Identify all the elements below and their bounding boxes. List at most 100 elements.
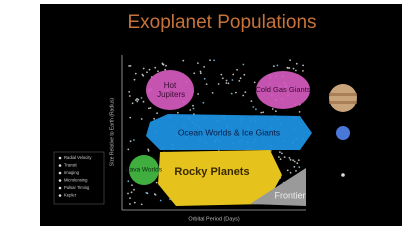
- region-label: Lava Worlds: [126, 167, 163, 174]
- dot: [213, 60, 215, 62]
- dot: [243, 74, 245, 76]
- dot: [290, 159, 292, 161]
- dot: [243, 64, 245, 66]
- legend-marker: [59, 172, 62, 175]
- dot: [131, 184, 133, 186]
- dot: [193, 72, 195, 74]
- dot: [298, 159, 300, 161]
- dot: [244, 91, 246, 93]
- dot: [287, 170, 289, 172]
- dot: [289, 67, 291, 69]
- legend-label: Imaging: [64, 170, 80, 175]
- jupiter-band: [329, 101, 357, 104]
- dot: [143, 68, 145, 70]
- dot: [235, 92, 237, 94]
- region-label: Ocean Worlds & Ice Giants: [178, 127, 280, 137]
- dot: [232, 79, 234, 81]
- dot: [133, 139, 135, 141]
- dot: [238, 80, 240, 82]
- dot: [273, 65, 275, 67]
- y-axis-label: Size Relative to Earth (Radius): [109, 97, 115, 166]
- dot: [149, 69, 151, 71]
- dot: [220, 74, 222, 76]
- dot: [287, 67, 289, 69]
- dot: [154, 67, 156, 69]
- earth-icon: [341, 173, 345, 177]
- dot: [293, 68, 295, 70]
- dot: [275, 110, 277, 112]
- dot: [136, 101, 138, 103]
- neptune-icon: [336, 126, 350, 140]
- dot: [279, 151, 281, 153]
- dot: [129, 117, 131, 119]
- dot: [204, 78, 206, 80]
- dot: [130, 65, 132, 67]
- legend-marker: [59, 194, 62, 197]
- dot: [143, 101, 145, 103]
- legend-label: Kepler: [64, 193, 77, 198]
- dot: [228, 83, 230, 85]
- dot: [150, 107, 152, 109]
- legend-label: Pulsar Timing: [64, 185, 90, 190]
- dot: [296, 63, 298, 65]
- dot: [200, 71, 202, 73]
- dot: [289, 157, 291, 159]
- jupiter-band: [329, 93, 357, 96]
- dot: [155, 194, 157, 196]
- dot: [131, 191, 133, 193]
- dot: [128, 91, 130, 93]
- dot: [197, 62, 199, 64]
- dot: [156, 112, 158, 114]
- dot: [294, 161, 296, 163]
- region-label: Frontier: [274, 190, 305, 200]
- dot: [295, 70, 297, 72]
- dot: [203, 102, 205, 104]
- region-label-part: Jupiters: [155, 90, 185, 99]
- legend-marker: [59, 164, 62, 167]
- dot: [141, 204, 143, 206]
- dot: [295, 170, 297, 172]
- dot: [129, 95, 131, 97]
- legend: Radial VelocityTransitImagingMicrolensin…: [54, 152, 104, 204]
- dot: [289, 59, 291, 61]
- dot: [141, 97, 143, 99]
- dot: [222, 77, 224, 79]
- slide: Exoplanet Populations Hot Jupiters Cold …: [0, 0, 419, 249]
- dot: [165, 65, 167, 67]
- dot: [226, 80, 228, 82]
- dot: [182, 60, 184, 62]
- dot: [251, 100, 253, 102]
- dot: [127, 149, 129, 151]
- dot: [284, 156, 286, 158]
- jupiter-icon: [329, 84, 357, 112]
- dot: [242, 95, 244, 97]
- dot: [277, 65, 279, 67]
- dot: [218, 83, 220, 85]
- dot: [236, 69, 238, 71]
- legend-marker: [59, 179, 62, 182]
- dot: [177, 112, 179, 114]
- dot: [134, 202, 136, 204]
- region-label: Rocky Planets: [174, 166, 249, 178]
- dot: [302, 70, 304, 72]
- dot: [163, 64, 165, 66]
- dot: [203, 66, 205, 68]
- dot: [260, 112, 262, 114]
- dot: [127, 180, 129, 182]
- dot: [299, 111, 301, 113]
- dot: [136, 98, 138, 100]
- dot: [293, 166, 295, 168]
- dot: [197, 93, 199, 95]
- dot: [298, 166, 300, 168]
- dot: [153, 118, 155, 120]
- legend-marker: [59, 187, 62, 190]
- dot: [156, 182, 158, 184]
- dot: [272, 108, 274, 110]
- dot: [141, 118, 143, 120]
- x-axis-label: Orbital Period (Days): [188, 216, 240, 222]
- dot: [212, 92, 214, 94]
- dot: [255, 108, 257, 110]
- dot: [262, 111, 264, 113]
- dot: [134, 79, 136, 81]
- legend-marker: [59, 157, 62, 160]
